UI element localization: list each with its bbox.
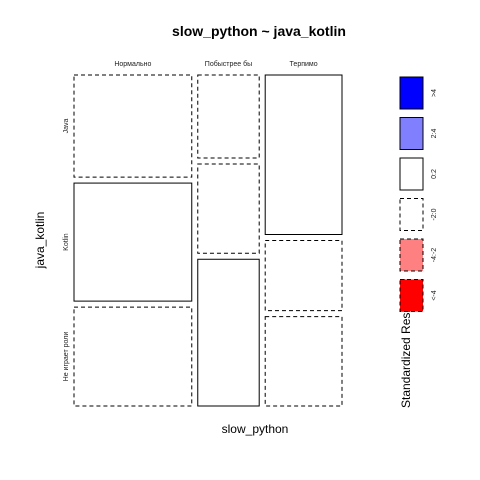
tile-3-3: [264, 316, 343, 407]
legend-label-4: -2:0: [431, 208, 438, 220]
legend-label-5: -4:-2: [431, 248, 438, 263]
x-level-label-3: Терпимо: [290, 61, 318, 68]
y-level-label-1: Java: [63, 119, 70, 134]
chart-title: slow_python ~ java_kotlin: [172, 23, 346, 39]
legend-swatch-1: [399, 76, 424, 110]
legend-swatch-2: [399, 117, 424, 150]
legend-swatch-5: [399, 238, 424, 272]
legend-swatch-3: [399, 157, 424, 191]
tile-3-1: [264, 74, 343, 235]
x-level-label-2: Побыстрее бы: [205, 60, 252, 68]
y-level-label-3: Не играет роли: [63, 332, 70, 382]
tile-1-3: [73, 306, 193, 407]
tile-1-1: [73, 74, 193, 178]
tile-2-1: [197, 74, 260, 159]
x-axis-label: slow_python: [222, 422, 289, 436]
legend-label-1: >4: [431, 89, 438, 97]
y-level-labels: Java Kotlin Не играет роли: [63, 119, 70, 382]
residual-legend: Standardized Residuals: >42:40:2-2:0-4:-…: [399, 76, 438, 408]
legend-label-2: 2:4: [431, 129, 438, 139]
tile-3-2: [264, 240, 343, 312]
legend-label-6: <-4: [431, 290, 438, 300]
y-level-label-2: Kotlin: [63, 233, 70, 251]
y-axis-label: java_kotlin: [33, 212, 47, 270]
tile-2-3: [197, 258, 260, 407]
x-level-labels: Нормально Побыстрее бы Терпимо: [114, 60, 317, 68]
tile-1-2: [73, 182, 193, 302]
legend-label-3: 0:2: [431, 169, 438, 179]
legend-swatch-6: [399, 279, 424, 312]
x-level-label-1: Нормально: [114, 61, 151, 68]
mosaic-tiles: [73, 74, 343, 407]
legend-swatch-4: [399, 198, 424, 231]
tile-2-2: [197, 163, 260, 254]
